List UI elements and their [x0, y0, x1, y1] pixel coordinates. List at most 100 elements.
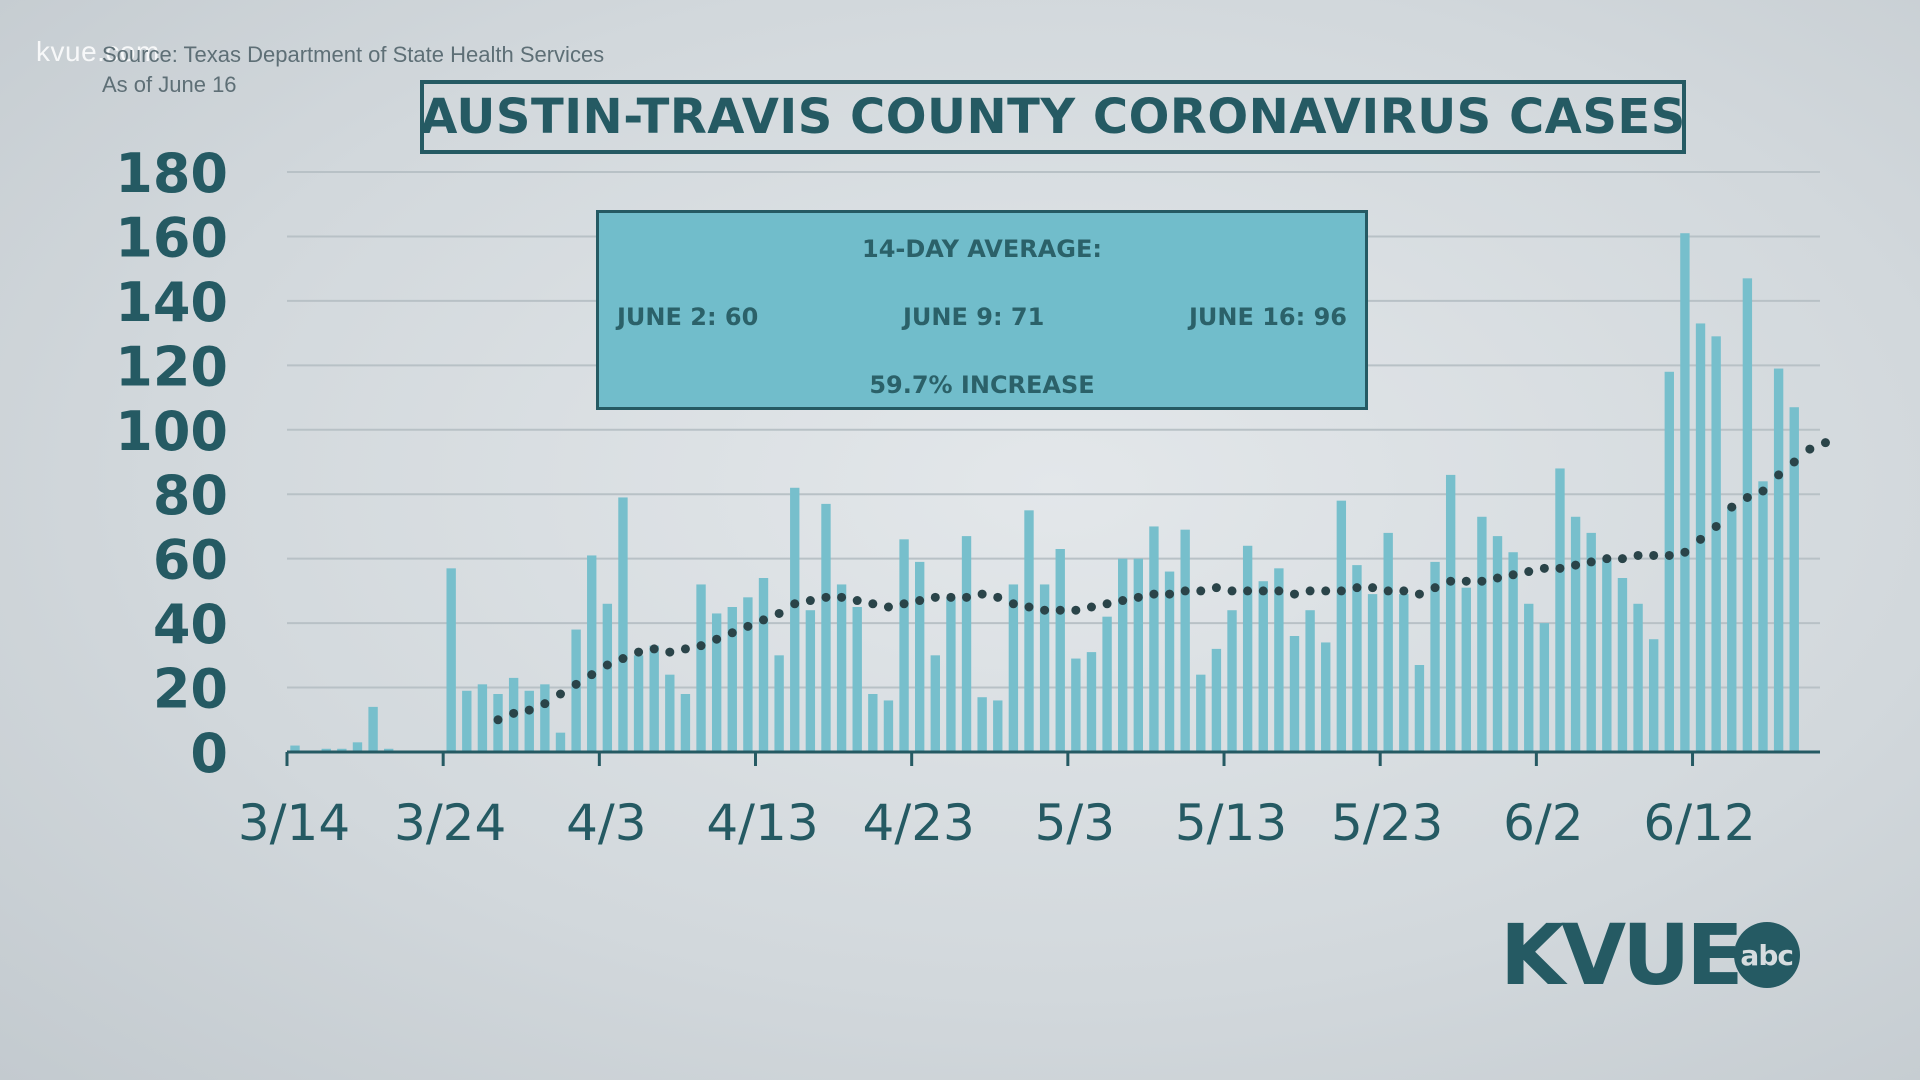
bar	[1664, 371, 1674, 752]
average-dot	[555, 689, 565, 699]
bar	[368, 706, 378, 752]
bar	[1461, 587, 1471, 752]
average-dot	[1446, 576, 1456, 586]
bar	[993, 700, 1003, 752]
average-dot	[1055, 605, 1065, 615]
average-dot	[1274, 586, 1284, 596]
average-june-16: JUNE 16: 96	[1188, 303, 1347, 331]
watermark: kvue.com	[36, 36, 160, 67]
average-values: JUNE 2: 60 JUNE 9: 71 JUNE 16: 96	[617, 303, 1347, 331]
bar	[1024, 510, 1034, 752]
bar	[1118, 558, 1128, 752]
bar	[1039, 584, 1050, 752]
average-dot	[1617, 554, 1627, 564]
bar	[1648, 639, 1659, 752]
average-dot	[1008, 599, 1018, 609]
average-dot	[524, 705, 534, 715]
average-dot	[1071, 605, 1081, 615]
average-dot	[993, 592, 1003, 602]
average-dot	[868, 599, 878, 609]
bar	[1742, 278, 1753, 752]
bar	[1508, 552, 1518, 752]
kvue-logo-text: KVUE	[1500, 906, 1744, 1004]
average-header: 14-DAY AVERAGE:	[862, 235, 1102, 263]
average-dot	[1649, 550, 1659, 560]
bar	[1227, 610, 1237, 752]
average-dot	[821, 592, 831, 602]
average-dot	[1399, 586, 1409, 596]
bar	[1274, 568, 1284, 752]
y-tick-label: 20	[153, 658, 228, 721]
bar	[618, 497, 628, 752]
bar-series	[290, 233, 1799, 752]
y-tick-label: 180	[115, 142, 228, 205]
bar	[1399, 594, 1409, 752]
bar	[446, 568, 456, 752]
average-dot	[977, 589, 987, 599]
average-dot	[1680, 547, 1690, 557]
bar	[805, 610, 816, 752]
bar	[774, 655, 784, 752]
average-dot	[1774, 470, 1784, 480]
average-dot	[727, 628, 737, 638]
average-dot	[774, 608, 784, 618]
bar	[1196, 674, 1206, 752]
average-dot	[899, 599, 909, 609]
bar	[790, 487, 800, 752]
average-dot	[712, 634, 722, 644]
bar	[633, 655, 644, 752]
bar	[1086, 652, 1097, 752]
average-dot	[1508, 570, 1518, 580]
bar	[1242, 545, 1253, 752]
bar	[696, 584, 706, 752]
average-dot	[587, 670, 597, 680]
average-dot	[1118, 596, 1128, 606]
average-dot	[665, 647, 675, 657]
average-dot	[1820, 438, 1830, 448]
average-box: 14-DAY AVERAGE: JUNE 2: 60 JUNE 9: 71 JU…	[596, 210, 1368, 410]
average-dot	[1196, 586, 1206, 596]
average-dot	[1149, 589, 1159, 599]
average-dot	[1758, 486, 1768, 496]
average-dot	[680, 644, 690, 654]
bar	[1680, 233, 1690, 752]
bar	[665, 674, 675, 752]
average-dot	[1602, 554, 1612, 564]
average-dot	[493, 715, 503, 725]
average-dot	[1211, 583, 1221, 593]
average-dot	[1102, 599, 1112, 609]
average-dot	[743, 621, 753, 631]
average-dot	[1383, 586, 1393, 596]
bar	[883, 700, 894, 752]
y-tick-label: 60	[153, 529, 228, 592]
bar	[1336, 500, 1347, 752]
bar	[1321, 642, 1331, 752]
bar	[649, 645, 659, 752]
average-dot	[930, 592, 940, 602]
average-dot	[696, 641, 706, 651]
bar	[711, 613, 722, 752]
average-dot	[837, 592, 847, 602]
bar	[1758, 481, 1768, 752]
bar	[462, 690, 472, 752]
bar	[1445, 474, 1456, 752]
average-dot	[1633, 550, 1643, 560]
kvue-abc-logo: KVUE abc	[1500, 910, 1820, 1000]
average-line	[493, 438, 1830, 725]
bar	[1133, 558, 1144, 752]
average-dot	[1711, 521, 1721, 531]
average-dot	[634, 647, 644, 657]
average-dot	[946, 592, 956, 602]
chart-title-box: AUSTIN-TRAVIS COUNTY CORONAVIRUS CASES	[420, 80, 1686, 154]
bar	[337, 748, 347, 752]
average-dot	[1414, 589, 1424, 599]
bar	[1055, 549, 1065, 752]
bar	[946, 597, 956, 752]
axes	[285, 750, 1820, 766]
average-dot	[1024, 602, 1034, 612]
bar	[1071, 658, 1081, 752]
bar	[540, 684, 550, 752]
average-june-2: JUNE 2: 60	[617, 303, 759, 331]
bar	[321, 748, 331, 752]
bar	[384, 748, 394, 752]
